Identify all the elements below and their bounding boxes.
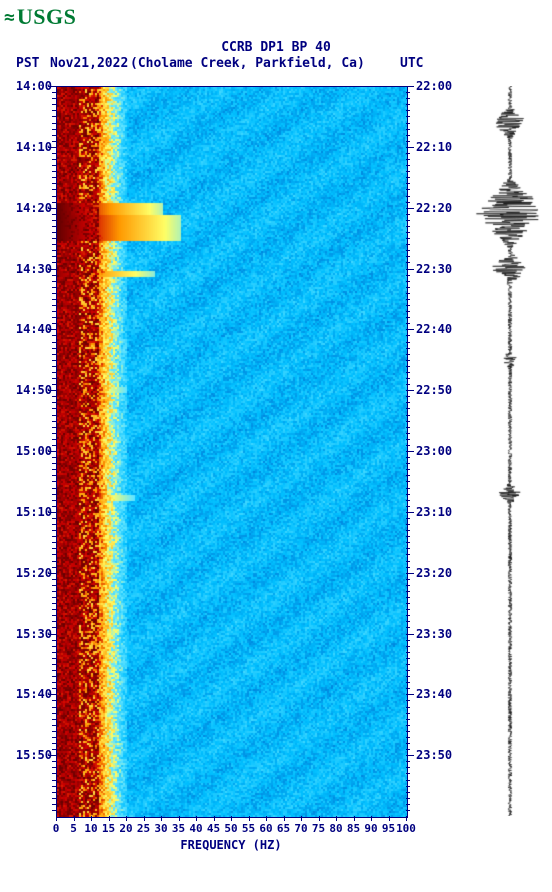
x-tick: 100 <box>396 822 416 835</box>
x-tick: 35 <box>172 822 185 835</box>
y-right-tick: 22:00 <box>416 79 452 93</box>
y-right-tick: 23:50 <box>416 748 452 762</box>
x-tick: 20 <box>119 822 132 835</box>
y-left-tick: 14:30 <box>0 262 52 276</box>
y-right-tick: 22:50 <box>416 383 452 397</box>
x-tick: 55 <box>242 822 255 835</box>
x-tick: 15 <box>102 822 115 835</box>
x-tick: 30 <box>154 822 167 835</box>
y-right-tick: 22:20 <box>416 201 452 215</box>
pst-label: PST <box>16 56 39 71</box>
spectrogram-plot <box>56 86 408 818</box>
y-axis-right-utc: 22:0022:1022:2022:3022:4022:5023:0023:10… <box>406 86 466 816</box>
x-tick: 85 <box>347 822 360 835</box>
y-left-tick: 14:20 <box>0 201 52 215</box>
y-left-tick: 15:10 <box>0 505 52 519</box>
x-tick: 10 <box>84 822 97 835</box>
chart-title: CCRB DP1 BP 40 <box>0 40 552 55</box>
y-right-tick: 23:20 <box>416 566 452 580</box>
x-tick: 45 <box>207 822 220 835</box>
x-axis-label: FREQUENCY (HZ) <box>56 838 406 852</box>
x-axis-frequency: FREQUENCY (HZ) 05 10 15 20 25 30 35 40 45 50 55 60 6… <box>56 816 406 856</box>
y-right-tick: 23:00 <box>416 444 452 458</box>
y-right-tick: 23:10 <box>416 505 452 519</box>
y-right-tick: 23:40 <box>416 687 452 701</box>
x-tick: 80 <box>329 822 342 835</box>
y-axis-left-pst: 14:0014:1014:2014:3014:4014:5015:0015:10… <box>0 86 56 816</box>
y-left-tick: 15:40 <box>0 687 52 701</box>
utc-label: UTC <box>400 56 423 71</box>
x-tick: 95 <box>382 822 395 835</box>
x-tick: 60 <box>259 822 272 835</box>
x-tick: 65 <box>277 822 290 835</box>
x-tick: 5 <box>70 822 77 835</box>
x-tick: 25 <box>137 822 150 835</box>
logo-wave-icon: ≈ <box>4 7 15 28</box>
y-right-tick: 22:30 <box>416 262 452 276</box>
waveform-trace <box>475 86 545 816</box>
y-left-tick: 15:20 <box>0 566 52 580</box>
x-tick: 70 <box>294 822 307 835</box>
y-left-tick: 14:50 <box>0 383 52 397</box>
spectrogram-canvas <box>57 87 407 817</box>
x-tick: 40 <box>189 822 202 835</box>
y-left-tick: 14:40 <box>0 322 52 336</box>
y-left-tick: 14:00 <box>0 79 52 93</box>
x-tick: 50 <box>224 822 237 835</box>
logo-text: USGS <box>17 4 76 30</box>
y-right-tick: 22:40 <box>416 322 452 336</box>
y-right-tick: 22:10 <box>416 140 452 154</box>
location-label: (Cholame Creek, Parkfield, Ca) <box>130 56 365 71</box>
y-left-tick: 14:10 <box>0 140 52 154</box>
y-left-tick: 15:50 <box>0 748 52 762</box>
y-left-tick: 15:00 <box>0 444 52 458</box>
waveform-canvas <box>475 86 545 816</box>
x-tick: 75 <box>312 822 325 835</box>
y-right-tick: 23:30 <box>416 627 452 641</box>
date-label: Nov21,2022 <box>50 56 128 71</box>
usgs-logo: ≈ USGS <box>4 4 76 30</box>
x-tick: 90 <box>364 822 377 835</box>
y-left-tick: 15:30 <box>0 627 52 641</box>
x-tick: 0 <box>53 822 60 835</box>
